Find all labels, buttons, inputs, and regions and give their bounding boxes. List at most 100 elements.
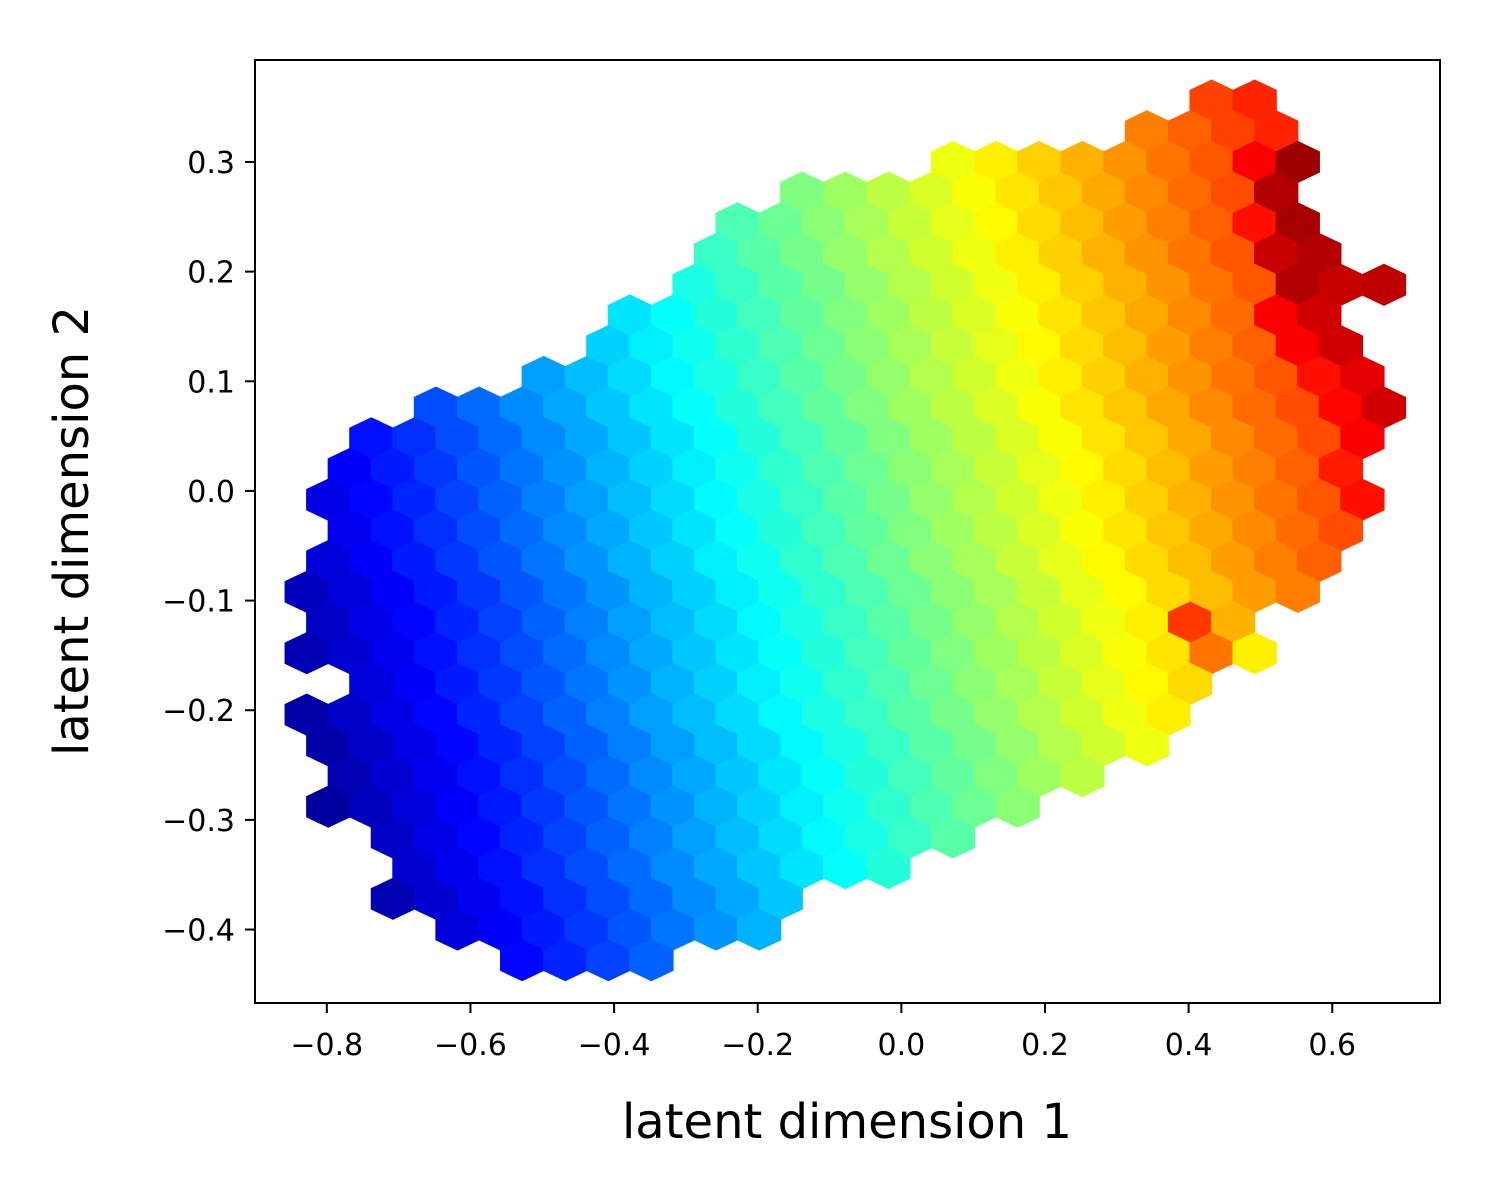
hex-cell	[629, 325, 674, 368]
hex-cell	[650, 785, 696, 828]
hex-cell	[974, 386, 1019, 429]
hex-cell	[844, 202, 890, 245]
hex-cell	[1060, 632, 1105, 675]
hex-cell	[1103, 140, 1148, 184]
hex-cell	[1017, 447, 1062, 491]
hex-cell	[1254, 417, 1299, 460]
hex-cell	[1081, 233, 1127, 276]
hex-cell	[672, 447, 717, 491]
hex-cell	[995, 294, 1040, 337]
hex-cell	[456, 570, 502, 613]
hex-cell	[995, 724, 1040, 767]
hex-cell	[1254, 355, 1299, 398]
hex-cell	[672, 632, 717, 675]
hex-cell	[995, 601, 1040, 644]
hex-cell	[586, 939, 631, 982]
hex-cell	[930, 509, 976, 552]
hex-cell	[521, 478, 566, 521]
hex-cell	[715, 632, 760, 675]
hex-cell	[478, 478, 523, 521]
hex-cell	[1124, 662, 1170, 705]
hex-cell	[693, 908, 739, 951]
hex-cell	[1254, 233, 1299, 276]
hex-cell	[607, 724, 653, 767]
hex-cell	[564, 601, 609, 644]
x-axis-label: latent dimension 1	[622, 1094, 1072, 1150]
hex-cell	[1103, 263, 1148, 306]
hex-cell	[1254, 478, 1299, 521]
hex-cell	[413, 754, 459, 798]
hex-cell	[586, 816, 631, 859]
hex-cell	[1146, 447, 1191, 491]
hex-cell	[1103, 693, 1148, 736]
hex-cell	[887, 816, 933, 859]
hex-cell	[737, 233, 782, 276]
hex-cell	[887, 693, 933, 736]
hex-cell	[1146, 263, 1191, 306]
hex-cell	[1124, 724, 1170, 767]
hex-cell	[909, 724, 954, 767]
hex-cell	[693, 417, 739, 460]
hex-cell	[1340, 417, 1385, 460]
hex-cell	[844, 447, 890, 491]
hex-cell	[1017, 570, 1062, 613]
hex-cell	[413, 632, 459, 675]
hex-cell	[801, 754, 846, 798]
hex-cell	[823, 785, 868, 828]
hex-cell	[1017, 754, 1062, 798]
hex-cell	[650, 724, 696, 767]
hex-cell	[1081, 355, 1127, 398]
hex-cell	[543, 632, 588, 675]
hex-cell	[758, 386, 803, 429]
hex-cell	[1081, 294, 1127, 337]
hex-cell	[607, 785, 653, 828]
hex-cell	[564, 478, 609, 521]
hex-cell	[844, 570, 890, 613]
hex-cell	[392, 601, 437, 644]
x-tick-label: −0.2	[721, 1028, 794, 1063]
hex-cell	[1232, 325, 1277, 368]
hex-cell	[715, 263, 760, 306]
hex-cell	[1038, 233, 1083, 276]
hex-cell	[801, 570, 846, 613]
hex-cell	[607, 908, 653, 951]
hex-cell	[1060, 447, 1105, 491]
hex-cell	[866, 847, 911, 890]
hex-cell	[1232, 570, 1277, 613]
x-tick-label: 0.4	[1165, 1028, 1213, 1063]
hex-cell	[801, 202, 846, 245]
hex-cell	[392, 478, 437, 521]
y-tick-label: 0.1	[187, 365, 235, 400]
hex-cell	[780, 233, 825, 276]
hex-cell	[1275, 386, 1320, 429]
hex-cell	[1189, 140, 1234, 184]
y-tick-label: −0.2	[162, 694, 235, 729]
hex-cell	[1275, 263, 1320, 306]
hex-cell	[1103, 632, 1148, 675]
hex-cell	[866, 233, 911, 276]
hex-cell	[650, 601, 696, 644]
hex-cell	[564, 785, 609, 828]
hex-cell	[823, 540, 868, 583]
hex-cell	[1038, 294, 1083, 337]
hex-cell	[1146, 632, 1191, 675]
hex-cell	[1017, 202, 1062, 245]
x-tick-label: −0.8	[290, 1028, 363, 1063]
hex-cell	[930, 816, 976, 859]
hex-cell	[801, 325, 846, 368]
hex-cell	[413, 386, 459, 429]
hex-cell	[1275, 202, 1320, 245]
hex-cell	[564, 908, 609, 951]
x-tick-label: −0.6	[434, 1028, 507, 1063]
x-tick-label: 0.6	[1308, 1028, 1356, 1063]
hex-cell	[456, 632, 502, 675]
hex-cell	[823, 355, 868, 398]
hex-cell	[952, 785, 997, 828]
hex-cell	[909, 233, 954, 276]
y-tick-label: −0.4	[162, 914, 235, 949]
hex-cell	[543, 754, 588, 798]
hex-cell	[564, 724, 609, 767]
hex-cell	[930, 754, 976, 798]
hex-cell	[1167, 355, 1213, 398]
